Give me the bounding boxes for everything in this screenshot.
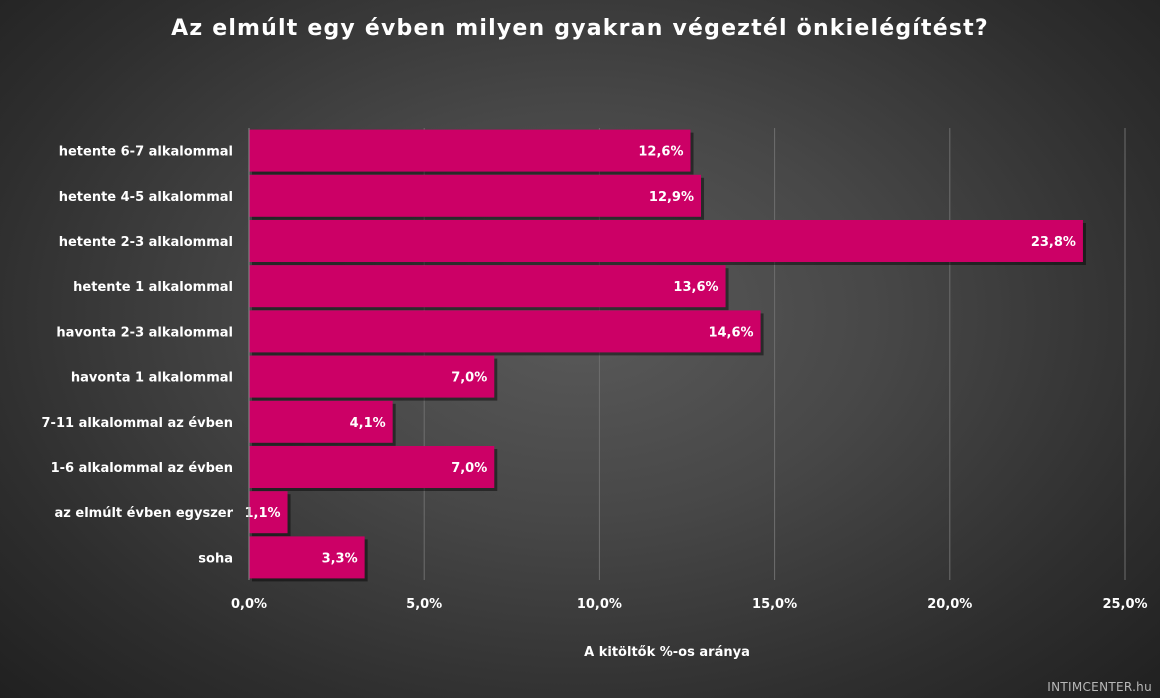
bar-value-label: 13,6%	[673, 280, 718, 295]
x-tick-label: 15,0%	[752, 597, 797, 612]
category-label: az elmúlt évben egyszer	[55, 506, 234, 521]
bar-value-label: 23,8%	[1031, 235, 1076, 250]
bar-value-label: 1,1%	[244, 506, 280, 521]
bar-value-label: 12,9%	[649, 190, 694, 205]
x-tick-label: 10,0%	[577, 597, 622, 612]
x-tick-label: 0,0%	[231, 597, 267, 612]
bars: 12,6% 12,9% 23,8% 13,6% 14,6% 7,0% 4,1% 7,0% 1,1…	[244, 129, 1086, 582]
category-label: havonta 1 alkalommal	[71, 371, 233, 386]
category-labels: hetente 6-7 alkalommal hetente 4-5 alkalo…	[42, 145, 234, 567]
x-tick-labels: 0,0% 5,0% 10,0% 15,0% 20,0% 25,0%	[231, 597, 1148, 612]
bar	[249, 446, 495, 488]
bar-value-label: 3,3%	[322, 551, 358, 566]
bar	[249, 491, 288, 534]
bar	[249, 536, 365, 579]
category-label: havonta 2-3 alkalommal	[56, 325, 233, 340]
bar	[249, 310, 761, 353]
bar-value-label: 14,6%	[708, 325, 753, 340]
category-label: hetente 4-5 alkalommal	[59, 190, 233, 205]
x-tick-label: 25,0%	[1102, 597, 1147, 612]
bar	[249, 355, 495, 398]
bar-value-label: 12,6%	[638, 145, 683, 160]
category-label: hetente 6-7 alkalommal	[59, 145, 233, 160]
category-label: hetente 2-3 alkalommal	[59, 235, 233, 250]
x-axis-title: A kitöltők %-os aránya	[584, 645, 750, 660]
category-label: 1-6 alkalommal az évben	[51, 461, 233, 476]
bar	[249, 265, 726, 308]
bar-value-label: 7,0%	[451, 461, 487, 476]
bar	[249, 220, 1083, 262]
watermark: INTIMCENTER.hu	[1047, 680, 1152, 694]
chart-title: Az elmúlt egy évben milyen gyakran végez…	[171, 16, 989, 41]
category-label: soha	[198, 551, 233, 566]
x-tick-label: 20,0%	[927, 597, 972, 612]
bar	[249, 174, 702, 217]
bar	[249, 129, 691, 172]
bar-value-label: 4,1%	[350, 416, 386, 431]
x-tick-label: 5,0%	[406, 597, 442, 612]
bar-value-label: 7,0%	[451, 371, 487, 386]
category-label: hetente 1 alkalommal	[73, 280, 233, 295]
category-label: 7-11 alkalommal az évben	[42, 416, 233, 431]
bar	[249, 400, 393, 443]
